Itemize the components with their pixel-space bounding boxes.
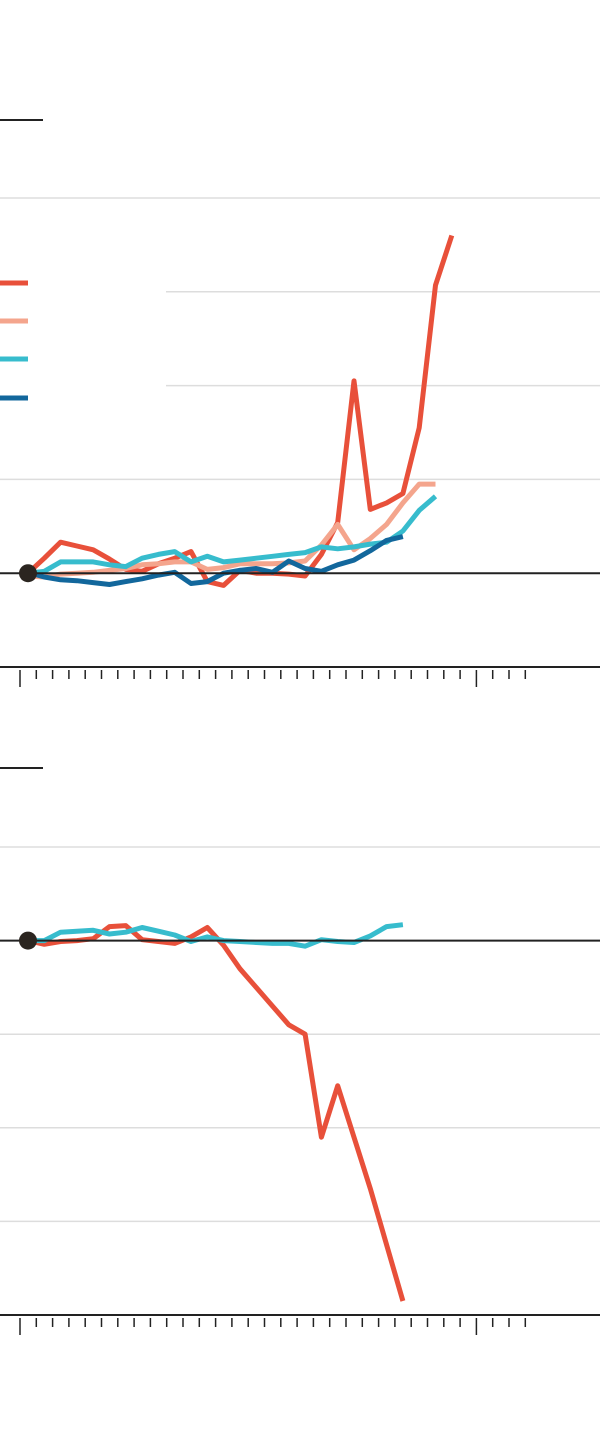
origin-marker xyxy=(19,931,37,950)
line-series-b xyxy=(27,481,436,580)
origin-marker xyxy=(19,564,37,583)
line-series-a xyxy=(26,234,455,588)
top-line-chart xyxy=(0,119,600,687)
bottom-line-chart xyxy=(0,767,600,1335)
line-series-d xyxy=(27,534,404,587)
line-series-c xyxy=(27,494,438,576)
line-series-c xyxy=(28,922,404,949)
line-series-a xyxy=(27,923,406,1302)
